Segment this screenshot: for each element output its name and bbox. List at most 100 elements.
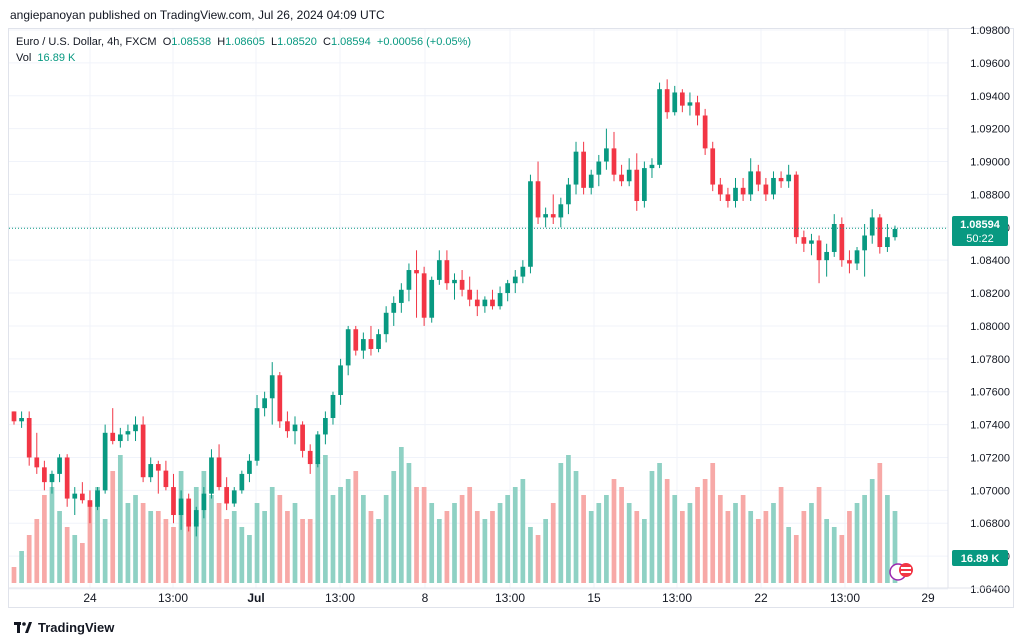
candle-body: [657, 89, 662, 165]
candle: [490, 289, 495, 310]
candle-body: [95, 490, 100, 507]
candle: [801, 230, 807, 252]
candle-body: [155, 464, 161, 471]
candle-body: [178, 498, 184, 516]
volume-bar: [444, 511, 450, 583]
low-value: 1.08520: [277, 36, 317, 48]
candle-body: [695, 102, 700, 116]
y-tick-label: 1.07400: [970, 420, 1010, 432]
volume-bar: [763, 511, 769, 583]
candle: [740, 177, 746, 201]
x-tick-label: 24: [83, 591, 97, 605]
volume-bar: [414, 487, 419, 583]
candle: [497, 286, 503, 310]
volume-bar: [300, 519, 305, 583]
candle: [338, 358, 343, 405]
x-tick-label: 13:00: [830, 591, 860, 605]
y-tick-label: 1.09600: [970, 58, 1010, 70]
candle: [307, 444, 313, 474]
symbol-title[interactable]: Euro / U.S. Dollar, 4h, FXCM: [16, 36, 157, 48]
candle: [474, 289, 480, 317]
volume-bar: [315, 463, 321, 583]
candle: [19, 411, 24, 428]
volume-bar: [42, 495, 47, 583]
candle: [854, 247, 860, 271]
volume-bar: [345, 479, 351, 583]
volume-bar: [11, 567, 17, 583]
candle: [459, 270, 465, 297]
candle-body: [626, 169, 632, 182]
economic-events-icon[interactable]: [889, 563, 913, 581]
candle: [847, 250, 852, 274]
candle-body: [642, 168, 647, 201]
candle-body: [300, 424, 305, 451]
volume-bar: [452, 503, 457, 583]
volume-bar: [216, 503, 222, 583]
candle-body: [877, 217, 883, 248]
volume-label[interactable]: Vol: [16, 52, 32, 64]
candle-body: [436, 260, 442, 280]
candle-body: [885, 237, 890, 248]
candle: [163, 460, 169, 491]
y-tick-label: 1.08800: [970, 189, 1010, 201]
x-tick-label: Jul: [247, 591, 264, 605]
candle: [26, 411, 32, 466]
change-value: +0.00056 (+0.05%): [376, 36, 472, 48]
y-tick-label: 1.06800: [970, 518, 1010, 530]
tradingview-footer[interactable]: TradingView: [14, 620, 114, 635]
candle-body: [330, 394, 336, 419]
candle-body: [793, 174, 799, 238]
candle: [634, 153, 640, 211]
candle-body: [824, 251, 830, 261]
candle: [786, 164, 792, 188]
x-tick-label: 13:00: [158, 591, 188, 605]
volume-bar: [285, 511, 290, 583]
candle-body: [34, 457, 40, 468]
candle: [345, 325, 351, 376]
candle: [262, 391, 267, 417]
candle-body: [604, 148, 609, 162]
candle-body: [566, 184, 571, 205]
volume-bar: [247, 535, 252, 583]
candle: [520, 260, 526, 284]
volume-bar: [778, 487, 784, 583]
candle-body: [505, 283, 511, 294]
volume-bar: [49, 487, 55, 583]
y-tick-label: 1.06400: [970, 584, 1010, 596]
candle-body: [292, 424, 298, 432]
candle: [717, 177, 723, 201]
candle-body: [467, 289, 473, 300]
time-axis[interactable]: 24 13:00 Jul 13:00 8 13:00 15 13:00 22 13:00 29: [83, 591, 935, 605]
y-tick-label: 1.09400: [970, 91, 1010, 103]
candle: [566, 177, 571, 215]
volume-bar: [133, 495, 138, 583]
chart-area[interactable]: [8, 28, 1014, 608]
volume-bar: [330, 495, 336, 583]
candle: [201, 487, 207, 519]
candle: [467, 276, 473, 307]
candle-body: [444, 260, 450, 284]
candle: [710, 141, 716, 192]
candle: [452, 273, 457, 300]
candle: [588, 169, 594, 195]
volume-bar: [596, 503, 602, 583]
publish-line: angiepanoyan published on TradingView.co…: [10, 8, 385, 22]
candle-body: [269, 375, 275, 399]
volume-bar: [801, 511, 807, 583]
volume-bar: [376, 519, 381, 583]
o-label: O: [162, 36, 172, 48]
candle: [611, 131, 617, 182]
candle: [763, 177, 769, 201]
candle: [353, 325, 359, 356]
candle: [11, 411, 17, 425]
candle-body: [216, 457, 222, 488]
candle-body: [231, 490, 237, 504]
candle-body: [619, 174, 624, 182]
y-tick-label: 1.09800: [970, 25, 1010, 37]
candle: [839, 217, 845, 267]
x-tick-label: 13:00: [325, 591, 355, 605]
candle: [391, 296, 397, 326]
volume-bar: [854, 503, 860, 583]
candle: [778, 171, 784, 188]
